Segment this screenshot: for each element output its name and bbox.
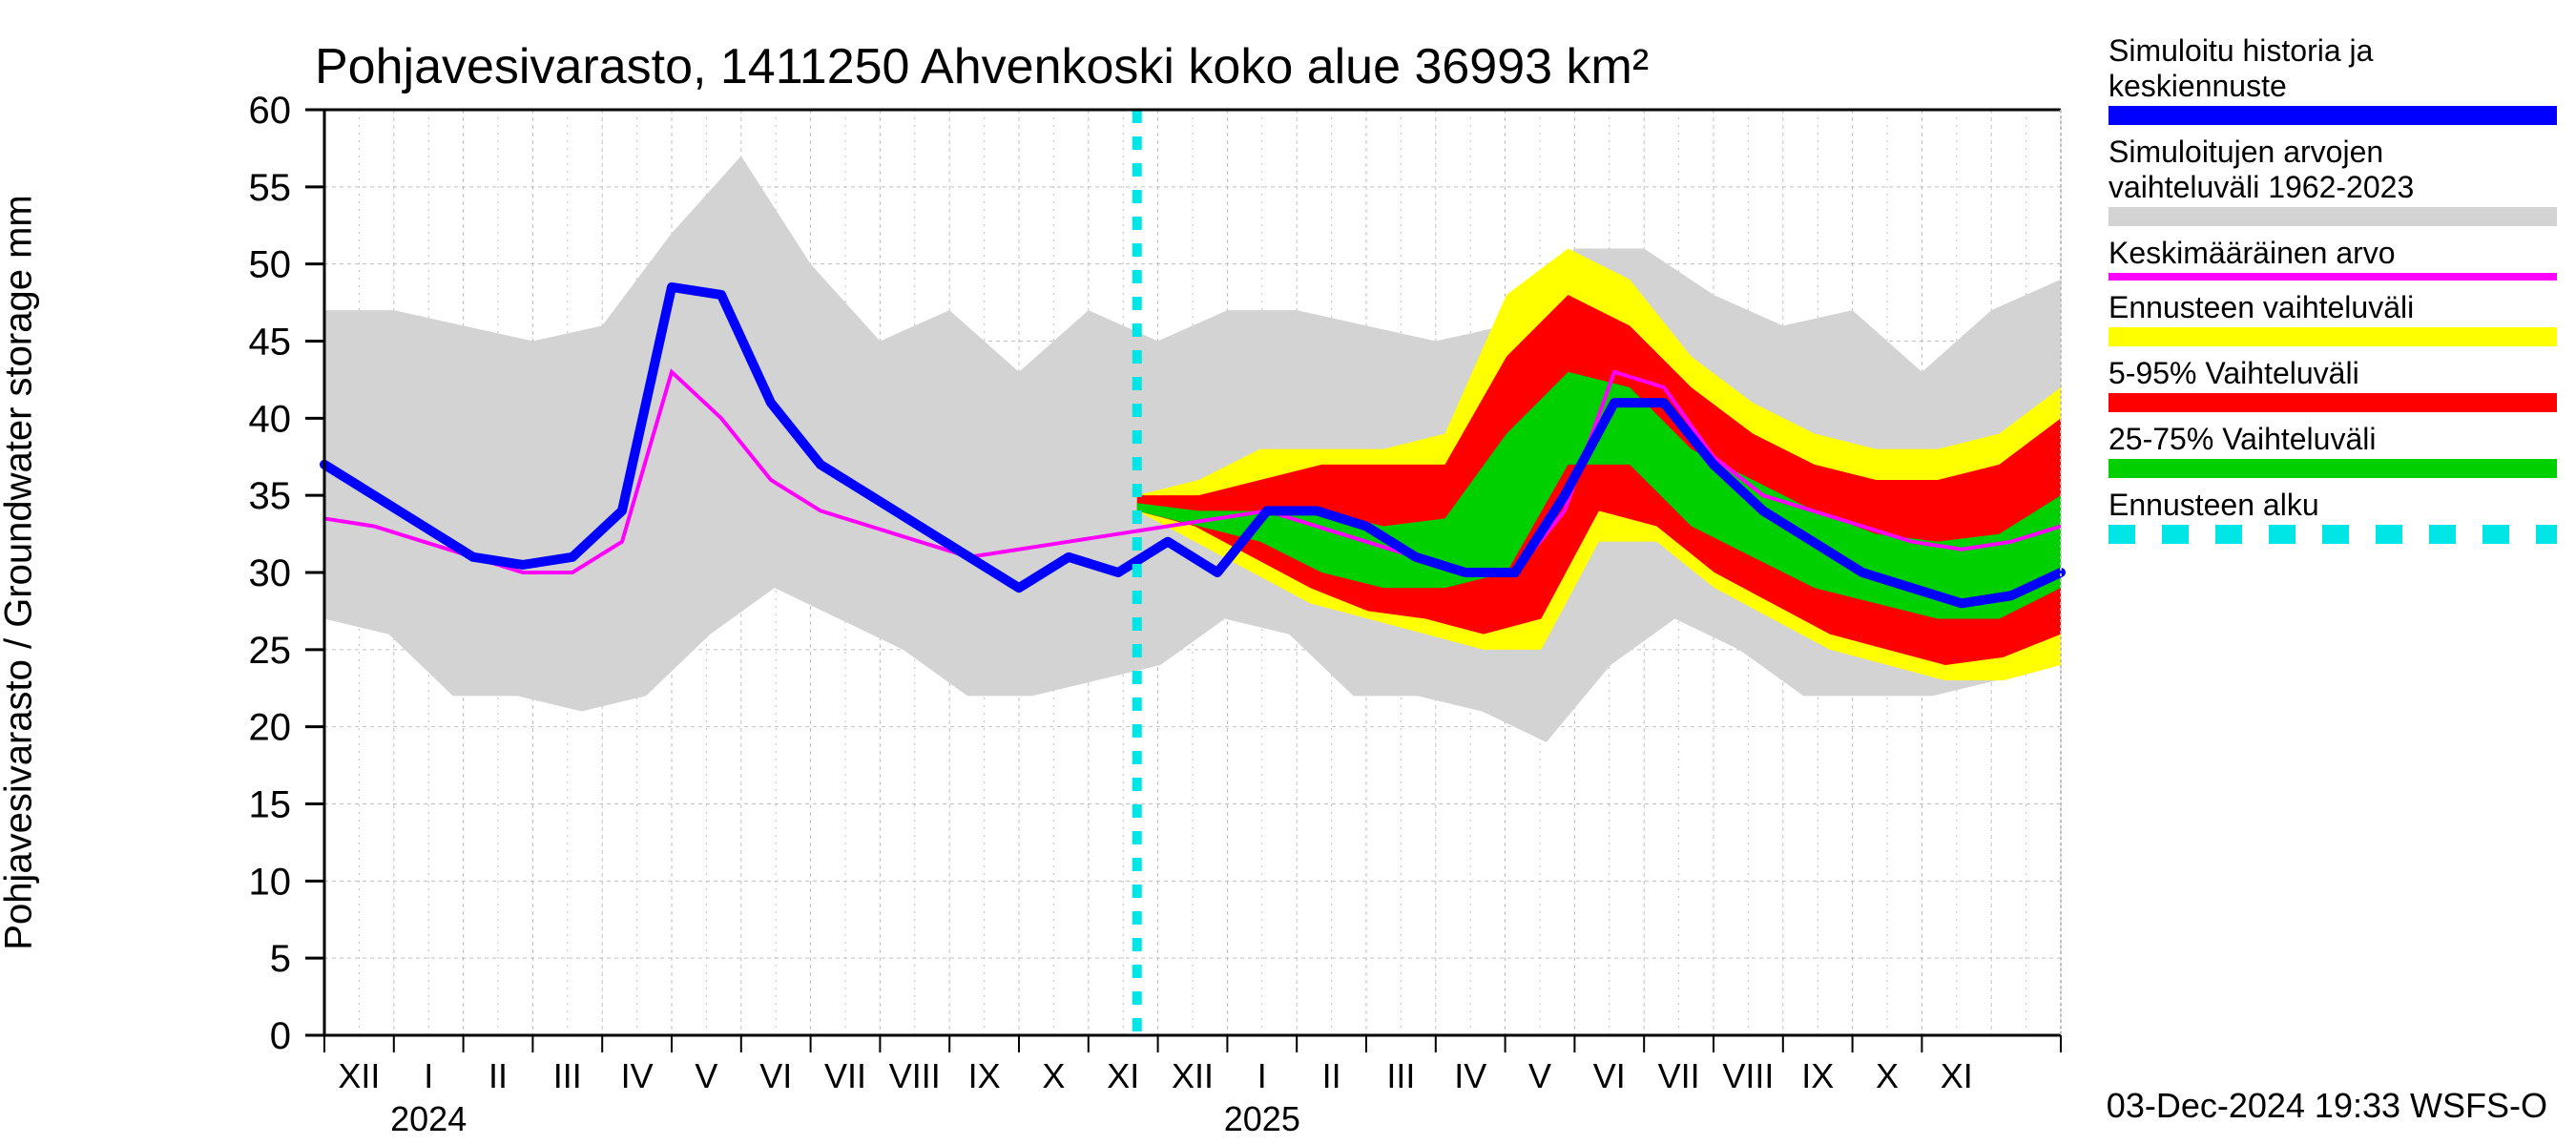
legend-swatch	[2109, 525, 2557, 544]
legend-label: 5-95% Vaihteluväli	[2109, 356, 2557, 391]
svg-text:VI: VI	[1593, 1056, 1626, 1095]
svg-text:2025: 2025	[1224, 1099, 1300, 1138]
legend-entry: Keskimääräinen arvo	[2109, 236, 2557, 281]
svg-text:55: 55	[249, 167, 292, 209]
legend-label: Ennusteen alku	[2109, 488, 2557, 523]
svg-text:IV: IV	[1454, 1056, 1486, 1095]
legend-label: 25-75% Vaihteluväli	[2109, 422, 2557, 457]
svg-text:VII: VII	[1658, 1056, 1700, 1095]
svg-text:IX: IX	[1801, 1056, 1834, 1095]
svg-text:VIII: VIII	[1722, 1056, 1774, 1095]
legend: Simuloitu historia jakeskiennusteSimuloi…	[2109, 33, 2557, 553]
svg-text:40: 40	[249, 398, 292, 440]
svg-text:X: X	[1876, 1056, 1899, 1095]
svg-text:X: X	[1042, 1056, 1065, 1095]
svg-text:II: II	[488, 1056, 508, 1095]
legend-entry: Ennusteen alku	[2109, 488, 2557, 544]
svg-text:15: 15	[249, 784, 292, 826]
svg-text:35: 35	[249, 475, 292, 517]
legend-label: Ennusteen vaihteluväli	[2109, 290, 2557, 325]
legend-swatch	[2109, 207, 2557, 226]
legend-swatch	[2109, 273, 2557, 281]
svg-text:50: 50	[249, 244, 292, 286]
svg-text:30: 30	[249, 552, 292, 594]
legend-swatch	[2109, 106, 2557, 125]
svg-text:25: 25	[249, 630, 292, 672]
legend-label: Simuloitu historia ja	[2109, 33, 2557, 69]
legend-label: Keskimääräinen arvo	[2109, 236, 2557, 271]
svg-text:60: 60	[249, 90, 292, 132]
legend-entry: 25-75% Vaihteluväli	[2109, 422, 2557, 478]
chart-container: Pohjavesivarasto / Groundwater storage m…	[0, 0, 2576, 1145]
svg-text:XII: XII	[338, 1056, 380, 1095]
svg-text:10: 10	[249, 861, 292, 903]
svg-text:VIII: VIII	[889, 1056, 941, 1095]
svg-text:VI: VI	[759, 1056, 792, 1095]
legend-entry: Ennusteen vaihteluväli	[2109, 290, 2557, 346]
legend-swatch	[2109, 459, 2557, 478]
svg-text:VII: VII	[824, 1056, 866, 1095]
svg-text:XI: XI	[1107, 1056, 1139, 1095]
svg-text:IX: IX	[968, 1056, 1001, 1095]
legend-label: vaihteluväli 1962-2023	[2109, 170, 2557, 205]
timestamp-label: 03-Dec-2024 19:33 WSFS-O	[2107, 1086, 2547, 1126]
svg-text:V: V	[695, 1056, 717, 1095]
legend-entry: Simuloitu historia jakeskiennuste	[2109, 33, 2557, 125]
svg-text:I: I	[424, 1056, 433, 1095]
legend-swatch	[2109, 327, 2557, 346]
svg-text:V: V	[1528, 1056, 1551, 1095]
svg-text:45: 45	[249, 322, 292, 364]
svg-text:0: 0	[270, 1015, 291, 1057]
svg-text:2024: 2024	[390, 1099, 467, 1138]
svg-text:5: 5	[270, 938, 291, 980]
legend-label: keskiennuste	[2109, 69, 2557, 104]
svg-text:III: III	[553, 1056, 582, 1095]
svg-text:III: III	[1386, 1056, 1415, 1095]
svg-text:XII: XII	[1172, 1056, 1214, 1095]
svg-text:I: I	[1257, 1056, 1267, 1095]
svg-text:II: II	[1322, 1056, 1341, 1095]
legend-swatch	[2109, 393, 2557, 412]
legend-entry: 5-95% Vaihteluväli	[2109, 356, 2557, 412]
legend-entry: Simuloitujen arvojenvaihteluväli 1962-20…	[2109, 135, 2557, 226]
svg-text:IV: IV	[621, 1056, 654, 1095]
svg-text:XI: XI	[1941, 1056, 1973, 1095]
legend-label: Simuloitujen arvojen	[2109, 135, 2557, 170]
svg-text:20: 20	[249, 707, 292, 749]
